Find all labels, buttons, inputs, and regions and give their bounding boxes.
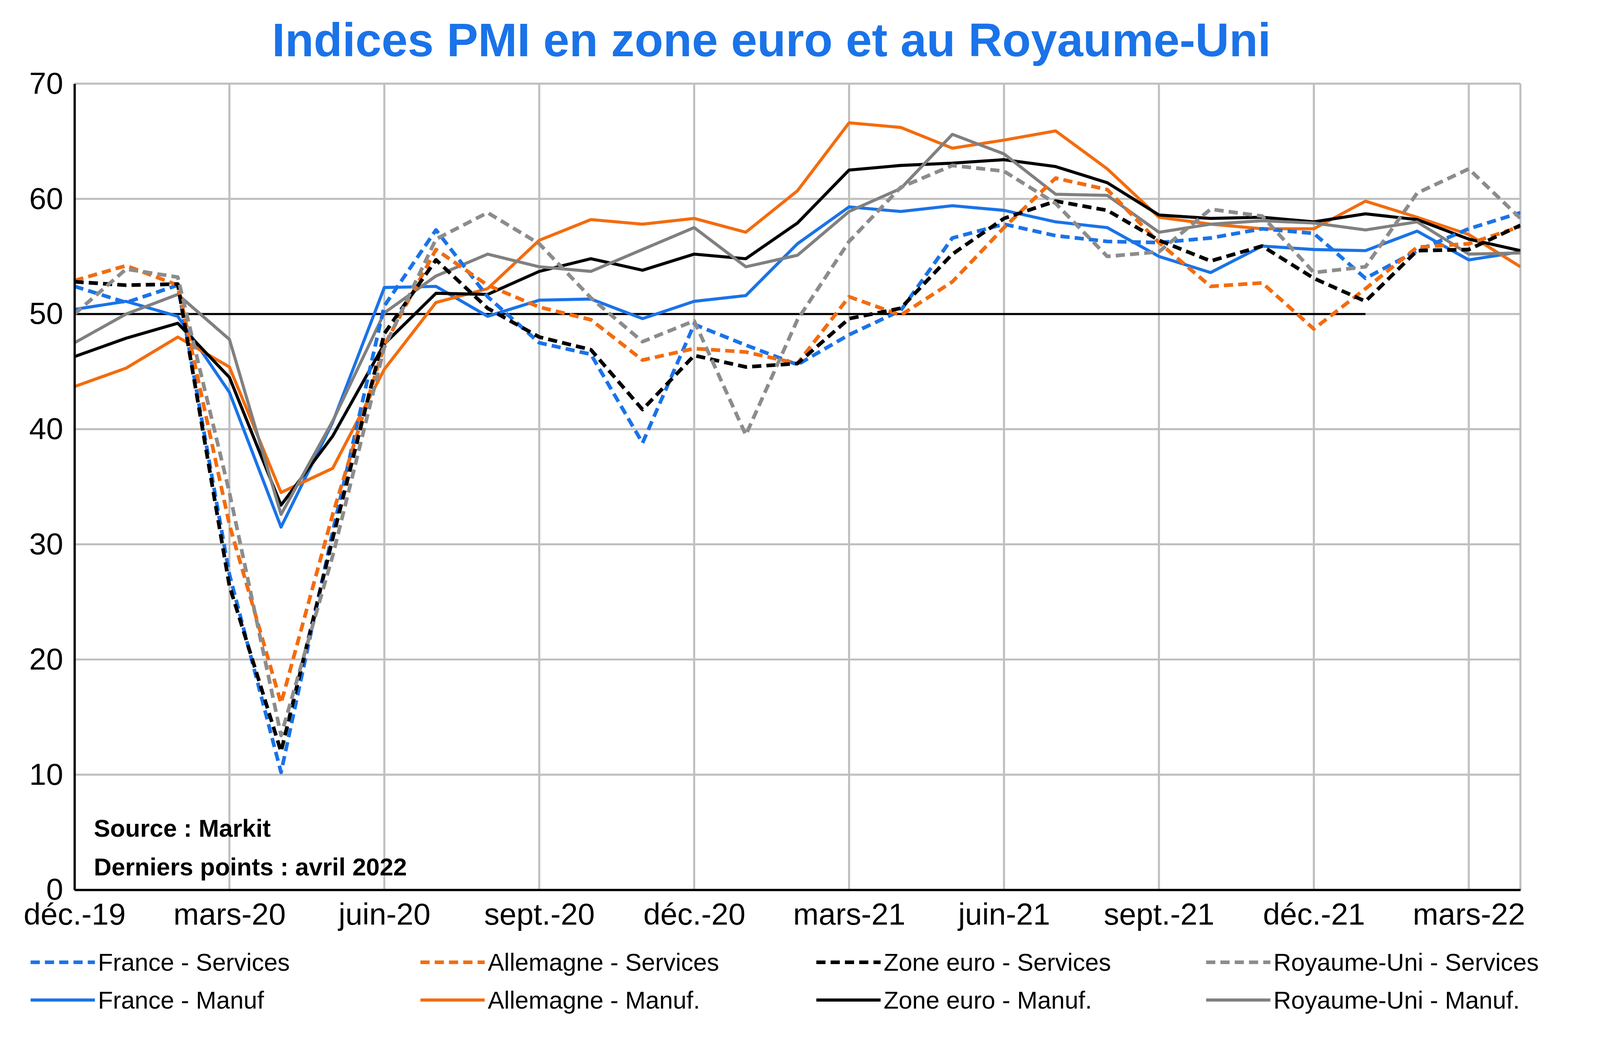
tick: mars-21 [792, 889, 906, 932]
legend-item: Zone euro - Services [816, 948, 1111, 976]
title: Indices PMI en zone euro et au Royaume-U… [271, 13, 1271, 67]
tick-label: 20 [29, 641, 64, 677]
tick-label: juin-20 [337, 896, 431, 932]
grid-line [74, 543, 1521, 546]
legend-label: Royaume-Uni - Manuf. [1273, 986, 1520, 1014]
tick: 50 [29, 296, 75, 331]
tick: déc.-19 [23, 889, 126, 932]
legend-label: Zone euro - Manuf. [883, 986, 1092, 1014]
grid-line [74, 658, 1521, 661]
series-line [74, 122, 1521, 493]
tick-label: sept.-21 [1103, 896, 1215, 932]
tick: 70 [29, 66, 75, 101]
tick-label: 50 [29, 296, 64, 331]
tick: mars-22 [1412, 889, 1525, 932]
legend-item: Zone euro - Manuf. [816, 986, 1093, 1014]
tick-label: 70 [29, 66, 64, 101]
grid-line [383, 83, 386, 890]
legend-swatch [1206, 998, 1271, 1002]
tick-label: sept.-20 [483, 896, 595, 932]
tick: mars-20 [173, 889, 286, 932]
tick: 60 [29, 181, 75, 216]
tick: 40 [29, 411, 75, 446]
tick-label: mars-20 [173, 896, 286, 932]
tick-label: déc.-21 [1262, 896, 1365, 932]
tick: sept.-20 [483, 889, 595, 932]
legend-item: Royaume-Uni - Manuf. [1206, 986, 1520, 1014]
tick: juin-20 [337, 889, 431, 932]
grid-line [1157, 83, 1160, 890]
tick-label: 40 [29, 411, 64, 446]
series-line [74, 134, 1521, 515]
tick: 10 [29, 757, 75, 792]
grid-line [74, 197, 1521, 200]
legend-label: Allemagne - Manuf. [487, 986, 701, 1014]
legend: France - Services Allemagne - Services Zon… [30, 948, 1539, 1014]
grid [74, 83, 1521, 890]
grid-line [692, 83, 695, 890]
tick: déc.-21 [1262, 889, 1365, 932]
legend-item: Allemagne - Services [420, 948, 720, 976]
grid-line [74, 312, 1521, 315]
legend-swatch [30, 960, 95, 965]
grid-line [73, 83, 76, 890]
tick: juin-21 [957, 889, 1050, 932]
grid-line [1312, 83, 1315, 890]
background [0, 0, 1600, 1043]
tick-label: mars-22 [1412, 896, 1525, 932]
tick-label: 10 [29, 757, 64, 792]
tick: 20 [29, 641, 75, 677]
grid-line [74, 82, 1521, 85]
tick: sept.-21 [1103, 889, 1215, 932]
annotation: Source : Markit [93, 814, 271, 842]
series-line [74, 178, 1521, 704]
legend-label: Zone euro - Services [883, 948, 1111, 976]
tick: déc.-20 [643, 889, 746, 932]
grid-line [1003, 83, 1006, 890]
annotation: Derniers points : avril 2022 [93, 853, 407, 881]
plot-area [74, 122, 1521, 773]
tick: 30 [29, 526, 75, 561]
grid-line [1467, 83, 1470, 890]
legend-item: France - Services [30, 948, 290, 976]
tick-label: déc.-19 [23, 896, 126, 932]
series-line [74, 212, 1521, 773]
grid-line [74, 888, 1521, 891]
grid-line [74, 428, 1521, 431]
tick-label: déc.-20 [643, 896, 746, 932]
plot-frame [1519, 83, 1522, 890]
grid-line [848, 83, 850, 890]
legend-label: Royaume-Uni - Services [1273, 948, 1539, 976]
legend-swatch [420, 960, 485, 965]
tick-label: juin-21 [957, 896, 1050, 932]
legend-label: Allemagne - Services [487, 948, 720, 976]
grid-line [74, 773, 1521, 776]
grid-line [538, 83, 541, 890]
axis-line [74, 889, 1521, 892]
axis-line [73, 83, 76, 891]
chart: Indices PMI en zone euro et au Royaume-U… [0, 0, 1600, 1043]
x-axis: déc.-19 mars-20 juin-20 sept.-20 déc.-20 mars… [23, 889, 1526, 932]
series-line [74, 165, 1521, 736]
tick-label: 30 [29, 526, 64, 561]
legend-item: Allemagne - Manuf. [420, 986, 700, 1014]
legend-swatch [816, 998, 881, 1002]
legend-label: France - Manuf [98, 986, 265, 1014]
y-axis: 010203040506070 [29, 66, 75, 907]
legend-swatch [1206, 960, 1271, 965]
series-line [74, 201, 1521, 752]
tick-label: 60 [29, 181, 64, 216]
legend-swatch [816, 960, 881, 965]
legend-swatch [30, 998, 95, 1002]
legend-item: France - Manuf [30, 986, 265, 1014]
threshold-line [74, 312, 1366, 315]
series-line [74, 159, 1521, 506]
legend-item: Royaume-Uni - Services [1206, 948, 1540, 976]
legend-swatch [420, 998, 485, 1002]
legend-label: France - Services [98, 948, 290, 976]
tick-label: mars-21 [792, 896, 906, 932]
